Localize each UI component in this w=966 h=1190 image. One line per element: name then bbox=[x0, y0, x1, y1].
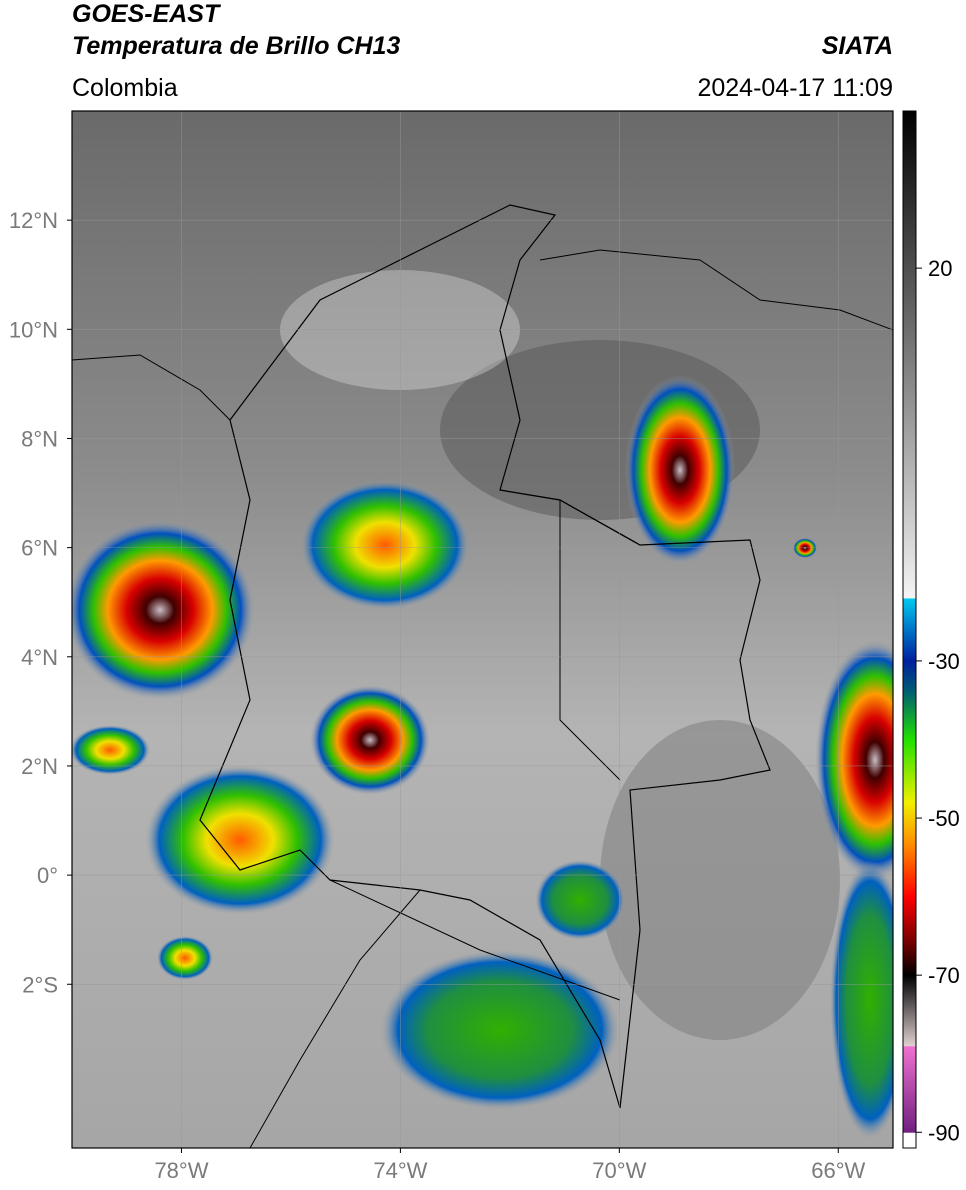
source: SIATA bbox=[822, 32, 893, 60]
lat-tick-label: 8°N bbox=[21, 426, 58, 451]
title: GOES-EAST bbox=[72, 0, 222, 28]
lat-tick-label: 12°N bbox=[9, 208, 58, 233]
colorbar-tick-label: -70 bbox=[928, 963, 960, 988]
lon-tick-label: 78°W bbox=[154, 1158, 208, 1183]
colorbar bbox=[902, 110, 917, 1149]
lat-tick-label: 10°N bbox=[9, 317, 58, 342]
timestamp: 2024-04-17 11:09 bbox=[697, 74, 893, 102]
region: Colombia bbox=[72, 74, 178, 102]
lat-tick-label: 2°N bbox=[21, 754, 58, 779]
colorbar-tick-label: -90 bbox=[928, 1120, 960, 1145]
lat-tick-label: 2°S bbox=[22, 972, 58, 997]
graticule bbox=[72, 111, 893, 1148]
lat-tick-label: 0° bbox=[37, 863, 58, 888]
lon-tick-label: 74°W bbox=[373, 1158, 427, 1183]
map-frame bbox=[71, 110, 894, 1149]
satellite-image bbox=[72, 111, 893, 1148]
colorbar-tick-label: 20 bbox=[928, 256, 952, 281]
product: Temperatura de Brillo CH13 bbox=[72, 32, 400, 60]
lat-tick-label: 4°N bbox=[21, 645, 58, 670]
lon-tick-label: 70°W bbox=[592, 1158, 646, 1183]
colorbar-tick-label: -50 bbox=[928, 806, 960, 831]
colorbar-tick-label: -30 bbox=[928, 649, 960, 674]
lon-tick-label: 66°W bbox=[811, 1158, 865, 1183]
lat-tick-label: 6°N bbox=[21, 536, 58, 561]
